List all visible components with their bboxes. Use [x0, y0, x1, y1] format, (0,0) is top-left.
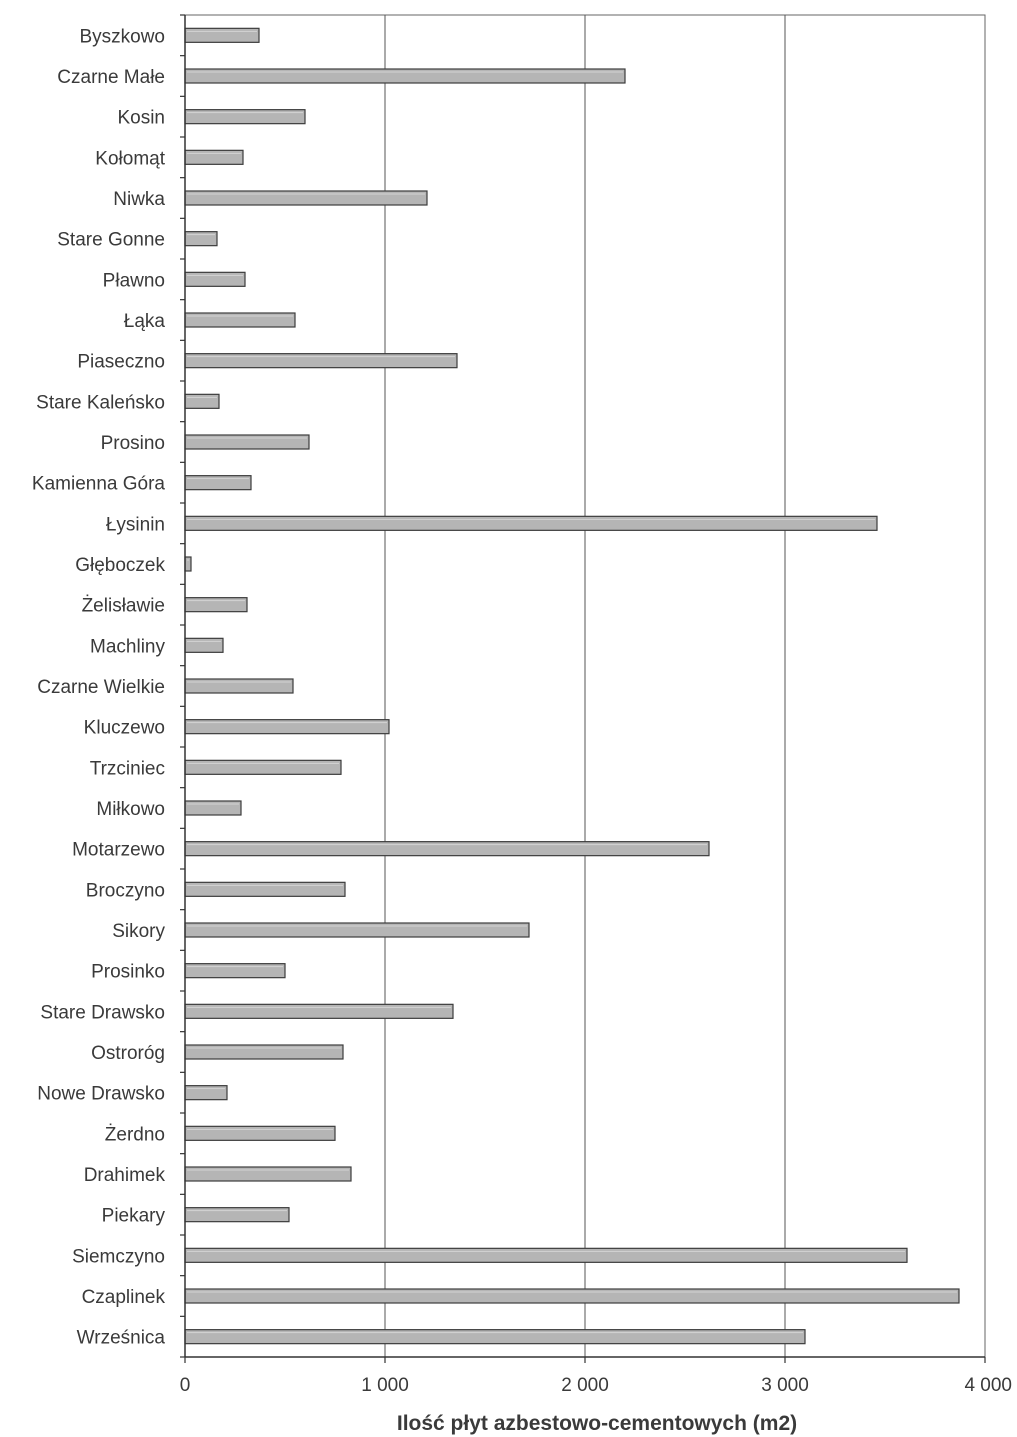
- category-label: Nowe Drawsko: [37, 1084, 165, 1105]
- category-label: Kamienna Góra: [32, 474, 166, 495]
- category-label: Piekary: [102, 1206, 166, 1227]
- category-label: Byszkowo: [79, 26, 165, 47]
- bar-7: [184, 271, 246, 287]
- bar-5: [184, 190, 428, 206]
- bar-1: [184, 27, 260, 43]
- category-label: Kosin: [117, 108, 165, 129]
- category-label: Żelisławie: [82, 596, 165, 617]
- bar-21: [184, 841, 710, 857]
- x-tick-label: 3 000: [761, 1375, 809, 1396]
- category-label: Łysinin: [106, 514, 165, 535]
- category-label: Stare Gonne: [57, 230, 165, 251]
- bar-8: [184, 312, 296, 328]
- category-label: Pławno: [103, 270, 165, 291]
- bar-19: [184, 759, 342, 775]
- category-label: Siemczyno: [72, 1246, 165, 1267]
- category-label: Niwka: [113, 189, 165, 210]
- bar-32: [184, 1288, 960, 1304]
- category-label: Łąka: [124, 311, 166, 332]
- bar-6: [184, 231, 218, 247]
- bar-24: [184, 963, 286, 979]
- category-label: Piaseczno: [77, 352, 165, 373]
- x-tick-label: 2 000: [561, 1375, 609, 1396]
- bar-15: [184, 597, 248, 613]
- category-label: Głęboczek: [75, 555, 165, 576]
- bar-18: [184, 719, 390, 735]
- bar-26: [184, 1044, 344, 1060]
- category-labels: Byszkowo Czarne Małe Kosin Kołomąt Niwka Star…: [32, 26, 166, 1348]
- x-tick-label: 0: [180, 1375, 191, 1396]
- bar-12: [184, 475, 252, 491]
- bar-25: [184, 1003, 454, 1019]
- bar-22: [184, 881, 346, 897]
- category-label: Prosino: [101, 433, 165, 454]
- bar-27: [184, 1085, 228, 1101]
- category-label: Trzciniec: [90, 758, 165, 779]
- category-label: Machliny: [90, 636, 165, 657]
- bar-30: [184, 1207, 290, 1223]
- category-label: Żerdno: [105, 1124, 165, 1145]
- x-axis-title: Ilość płyt azbestowo-cementowych (m2): [397, 1412, 797, 1435]
- category-label: Stare Kaleńsko: [36, 392, 165, 413]
- x-tick-label: 4 000: [964, 1375, 1012, 1396]
- bar-10: [184, 393, 220, 409]
- axes: [180, 14, 986, 1363]
- category-label: Wrześnica: [77, 1328, 166, 1349]
- category-label: Drahimek: [84, 1165, 166, 1186]
- bar-2: [184, 68, 626, 84]
- category-label: Czarne Małe: [57, 67, 165, 88]
- bar-29: [184, 1166, 352, 1182]
- bar-11: [184, 434, 310, 450]
- category-label: Kołomąt: [95, 148, 165, 169]
- bar-16: [184, 637, 224, 653]
- bar-31: [184, 1247, 908, 1263]
- category-label: Stare Drawsko: [40, 1002, 165, 1023]
- category-label: Motarzewo: [72, 840, 165, 861]
- category-label: Sikory: [112, 921, 165, 942]
- bar-28: [184, 1125, 336, 1141]
- bar-33: [184, 1329, 806, 1345]
- bar-23: [184, 922, 530, 938]
- bar-3: [184, 109, 306, 125]
- bar-4: [184, 149, 244, 165]
- bar-20: [184, 800, 242, 816]
- bar-13: [184, 515, 878, 531]
- x-tick-label: 1 000: [361, 1375, 409, 1396]
- category-label: Broczyno: [86, 880, 165, 901]
- category-label: Czaplinek: [82, 1287, 166, 1308]
- category-label: Prosinko: [91, 962, 165, 983]
- category-label: Czarne Wielkie: [37, 677, 165, 698]
- x-tick-labels: 0 1 000 2 000 3 000 4 000: [180, 1375, 1012, 1396]
- category-label: Miłkowo: [96, 799, 165, 820]
- bar-9: [184, 353, 458, 369]
- bar-17: [184, 678, 294, 694]
- bar-14: [184, 556, 192, 572]
- category-label: Ostroróg: [91, 1043, 165, 1064]
- bars: [184, 27, 960, 1345]
- category-label: Kluczewo: [84, 718, 165, 739]
